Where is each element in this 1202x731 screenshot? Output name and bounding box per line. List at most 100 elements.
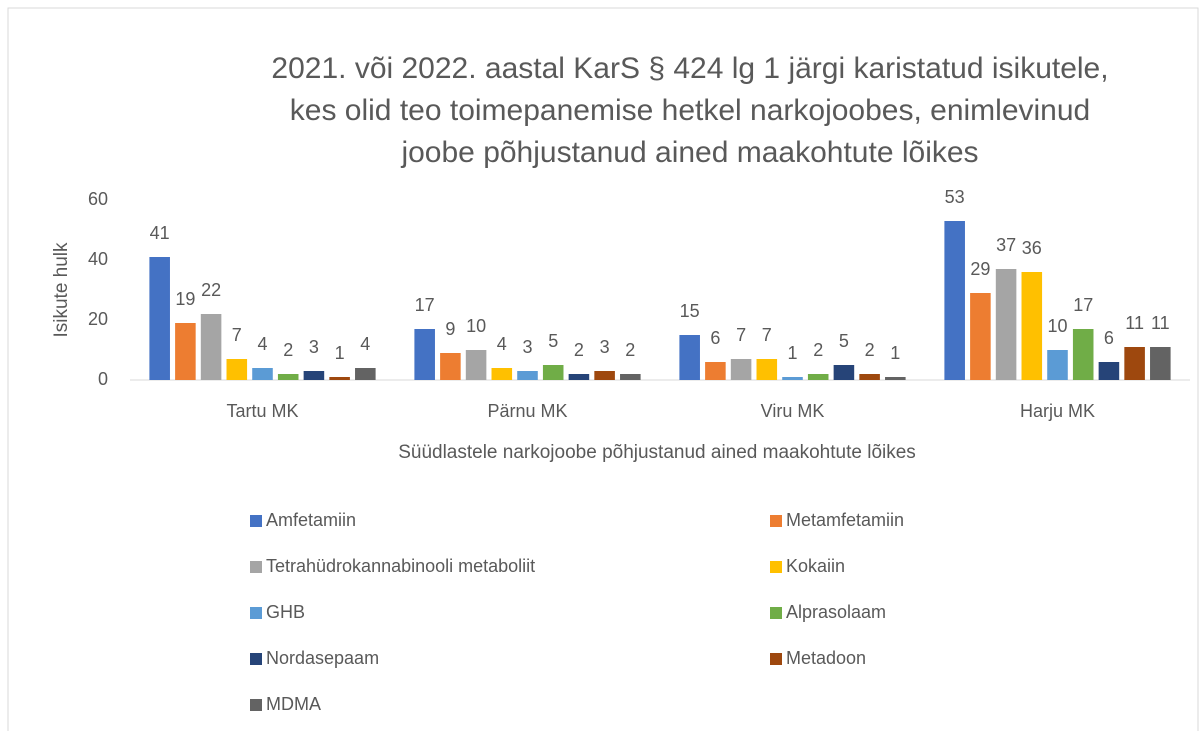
legend-label: Nordasepaam bbox=[266, 648, 379, 668]
bar bbox=[944, 221, 965, 380]
data-label: 1 bbox=[890, 343, 900, 363]
legend-label: MDMA bbox=[266, 694, 321, 714]
bar bbox=[491, 368, 513, 380]
bar bbox=[1098, 362, 1120, 380]
y-tick-label: 60 bbox=[88, 189, 108, 209]
bar bbox=[517, 371, 538, 380]
bar bbox=[465, 350, 487, 380]
data-label: 2 bbox=[865, 340, 875, 360]
bar bbox=[970, 293, 991, 380]
legend-label: Tetrahüdrokannabinooli metaboliit bbox=[266, 556, 535, 576]
bar bbox=[1124, 347, 1145, 380]
data-label: 6 bbox=[1104, 328, 1114, 348]
bar bbox=[756, 359, 778, 380]
bar bbox=[1072, 329, 1094, 380]
legend-swatch bbox=[250, 653, 262, 665]
bar bbox=[705, 362, 726, 380]
data-label: 3 bbox=[600, 337, 610, 357]
legend-label: Kokaiin bbox=[786, 556, 845, 576]
data-label: 22 bbox=[201, 280, 221, 300]
bar bbox=[995, 269, 1017, 380]
data-label: 3 bbox=[309, 337, 319, 357]
legend-swatch bbox=[250, 699, 262, 711]
data-label: 4 bbox=[257, 334, 267, 354]
chart-title: joobe põhjustanud ained maakohtute lõike… bbox=[400, 136, 978, 169]
legend-swatch bbox=[770, 561, 782, 573]
x-tick-label: Tartu MK bbox=[226, 401, 298, 421]
x-tick-label: Harju MK bbox=[1020, 401, 1095, 421]
data-label: 53 bbox=[945, 187, 965, 207]
legend-label: GHB bbox=[266, 602, 305, 622]
data-label: 1 bbox=[787, 343, 797, 363]
bar bbox=[859, 374, 880, 380]
data-label: 41 bbox=[150, 223, 170, 243]
data-label: 9 bbox=[445, 319, 455, 339]
legend-swatch bbox=[770, 515, 782, 527]
bar bbox=[885, 377, 906, 380]
bar bbox=[594, 371, 615, 380]
legend-label: Amfetamiin bbox=[266, 510, 356, 530]
data-label: 29 bbox=[970, 259, 990, 279]
bar bbox=[730, 359, 752, 380]
data-label: 2 bbox=[574, 340, 584, 360]
bar bbox=[414, 329, 435, 380]
data-label: 15 bbox=[680, 301, 700, 321]
data-label: 4 bbox=[360, 334, 370, 354]
chart-frame bbox=[7, 7, 1199, 731]
data-label: 10 bbox=[1047, 316, 1067, 336]
bar bbox=[1047, 350, 1068, 380]
data-label: 19 bbox=[175, 289, 195, 309]
legend-swatch bbox=[250, 515, 262, 527]
data-label: 6 bbox=[710, 328, 720, 348]
y-axis-label: Isikute hulk bbox=[51, 242, 72, 338]
data-label: 2 bbox=[813, 340, 823, 360]
bar bbox=[833, 365, 855, 380]
bar bbox=[807, 374, 829, 380]
legend-label: Metadoon bbox=[786, 648, 866, 668]
bar bbox=[1021, 272, 1043, 380]
y-tick-label: 20 bbox=[88, 309, 108, 329]
data-label: 17 bbox=[415, 295, 435, 315]
data-label: 3 bbox=[522, 337, 532, 357]
legend-swatch bbox=[250, 607, 262, 619]
chart-title: kes olid teo toimepanemise hetkel narkoj… bbox=[290, 94, 1090, 127]
legend-swatch bbox=[250, 561, 262, 573]
data-label: 36 bbox=[1022, 238, 1042, 258]
y-tick-label: 0 bbox=[98, 369, 108, 389]
data-label: 10 bbox=[466, 316, 486, 336]
data-label: 2 bbox=[625, 340, 635, 360]
bar bbox=[277, 374, 299, 380]
bar bbox=[226, 359, 248, 380]
chart-title: 2021. või 2022. aastal KarS § 424 lg 1 j… bbox=[271, 52, 1108, 85]
bar bbox=[200, 314, 222, 380]
data-label: 1 bbox=[335, 343, 345, 363]
bar bbox=[679, 335, 700, 380]
bar bbox=[542, 365, 564, 380]
bar bbox=[620, 374, 641, 380]
bar bbox=[252, 368, 273, 380]
data-label: 11 bbox=[1125, 313, 1144, 333]
data-label: 2 bbox=[283, 340, 293, 360]
legend-swatch bbox=[770, 607, 782, 619]
legend-swatch bbox=[770, 653, 782, 665]
bar bbox=[175, 323, 196, 380]
data-label: 4 bbox=[497, 334, 507, 354]
bar bbox=[149, 257, 170, 380]
x-tick-label: Pärnu MK bbox=[487, 401, 567, 421]
data-label: 17 bbox=[1073, 295, 1093, 315]
x-axis-label: Süüdlastele narkojoobe põhjustanud ained… bbox=[398, 442, 916, 463]
x-tick-label: Viru MK bbox=[761, 401, 825, 421]
data-label: 7 bbox=[762, 325, 772, 345]
bar bbox=[440, 353, 461, 380]
data-label: 5 bbox=[839, 331, 849, 351]
legend-label: Metamfetamiin bbox=[786, 510, 904, 530]
legend-label: Alprasolaam bbox=[786, 602, 886, 622]
bar bbox=[303, 371, 325, 380]
bar bbox=[329, 377, 350, 380]
data-label: 7 bbox=[736, 325, 746, 345]
data-label: 11 bbox=[1151, 313, 1170, 333]
data-label: 37 bbox=[996, 235, 1016, 255]
bar bbox=[355, 368, 376, 380]
